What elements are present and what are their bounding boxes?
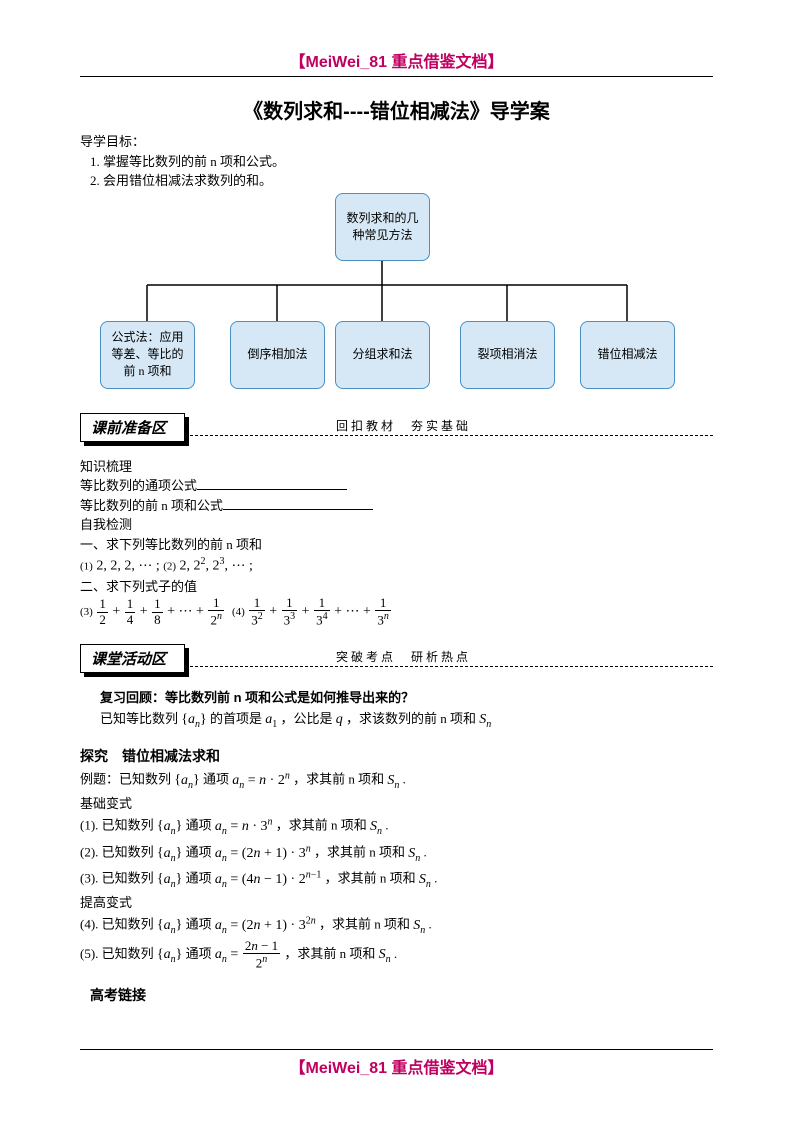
v3a: (3). 已知数列 bbox=[80, 871, 154, 886]
gaokao-label: 高考链接 bbox=[90, 985, 713, 1006]
methods-diagram: 数列求和的几种常见方法 公式法：应用等差、等比的前 n 项和 倒序相加法 分组求… bbox=[80, 193, 713, 403]
base-label: 基础变式 bbox=[80, 794, 713, 814]
v2a: (2). 已知数列 bbox=[80, 845, 154, 860]
var-2: (2). 已知数列 {an} 通项 an = (2n + 1) · 3n ，求其… bbox=[80, 840, 713, 866]
goals-label: 导学目标： bbox=[80, 132, 713, 152]
v1b: 通项 bbox=[186, 818, 212, 833]
page-title: 《数列求和----错位相减法》导学案 bbox=[80, 95, 713, 124]
var-1: (1). 已知数列 {an} 通项 an = n · 3n ，求其前 n 项和 … bbox=[80, 813, 713, 839]
footer-watermark: 【MeiWei_81 重点借鉴文档】 bbox=[80, 1049, 713, 1078]
review-label: 复习回顾：等比数列前 n 项和公式是如何推导出来的？ bbox=[100, 688, 713, 708]
pre-l4: 自我检测 bbox=[80, 515, 713, 535]
node-leaf-2: 分组求和法 bbox=[335, 321, 430, 389]
node-leaf-1: 倒序相加法 bbox=[230, 321, 325, 389]
node-leaf-4: 错位相减法 bbox=[580, 321, 675, 389]
v4a: (4). 已知数列 bbox=[80, 917, 154, 932]
node-leaf-3: 裂项相消法 bbox=[460, 321, 555, 389]
v5b: 通项 bbox=[186, 946, 212, 961]
pre-l1: 知识梳理 bbox=[80, 457, 713, 477]
v3b: 通项 bbox=[186, 871, 212, 886]
seq-line-1: (1) 2, 2, 2, ⋯ ; (2) 2, 22, 23, ⋯ ; bbox=[80, 554, 713, 577]
var-4: (4). 已知数列 {an} 通项 an = (2n + 1) · 32n ，求… bbox=[80, 912, 713, 938]
var-5: (5). 已知数列 {an} 通项 an = 2n − 12n ，求其前 n 项… bbox=[80, 939, 713, 971]
v2b: 通项 bbox=[186, 845, 212, 860]
explore-label: 探究 错位相减法求和 bbox=[80, 746, 713, 767]
section-class-banner: 课堂活动区 突破考点 研析热点 bbox=[80, 644, 713, 674]
section-class-title: 课堂活动区 bbox=[80, 644, 185, 673]
pre-l5: 一、求下列等比数列的前 n 项和 bbox=[80, 535, 713, 555]
goal-1: 1. 掌握等比数列的前 n 项和公式。 bbox=[90, 152, 713, 172]
blank-2 bbox=[223, 497, 373, 510]
v5a: (5). 已知数列 bbox=[80, 946, 154, 961]
goal-2: 2. 会用错位相减法求数列的和。 bbox=[90, 171, 713, 191]
ex-b: 通项 bbox=[203, 772, 229, 787]
v1a: (1). 已知数列 bbox=[80, 818, 154, 833]
review-d: ，求该数列的前 n 项和 bbox=[346, 711, 476, 726]
pre-l7: 二、求下列式子的值 bbox=[80, 577, 713, 597]
high-label: 提高变式 bbox=[80, 893, 713, 913]
pre-l2: 等比数列的通项公式 bbox=[80, 476, 713, 496]
header-watermark: 【MeiWei_81 重点借鉴文档】 bbox=[80, 48, 713, 77]
seq-line-2: (3) 12 + 14 + 18 + ⋯ + 12n (4) 132 + 133… bbox=[80, 596, 713, 628]
example-line: 例题：已知数列 {an} 通项 an = n · 2n ，求其前 n 项和 Sn… bbox=[80, 767, 713, 793]
review-b: 的首项是 bbox=[210, 711, 262, 726]
review-a: 已知等比数列 bbox=[100, 711, 178, 726]
section-pre-sub: 回扣教材 夯实基础 bbox=[330, 417, 477, 434]
review-c: ，公比是 bbox=[281, 711, 333, 726]
var-3: (3). 已知数列 {an} 通项 an = (4n − 1) · 2n−1 ，… bbox=[80, 866, 713, 892]
pre-l2-text: 等比数列的通项公式 bbox=[80, 478, 197, 493]
node-root: 数列求和的几种常见方法 bbox=[335, 193, 430, 261]
pre-l3: 等比数列的前 n 项和公式 bbox=[80, 496, 713, 516]
blank-1 bbox=[197, 477, 347, 490]
section-pre-banner: 课前准备区 回扣教材 夯实基础 bbox=[80, 413, 713, 443]
node-leaf-0: 公式法：应用等差、等比的前 n 项和 bbox=[100, 321, 195, 389]
section-class-sub: 突破考点 研析热点 bbox=[330, 648, 477, 665]
section-pre-title: 课前准备区 bbox=[80, 413, 185, 442]
ex-a: 例题：已知数列 bbox=[80, 772, 171, 787]
review-body: 已知等比数列 {an} 的首项是 a1 ，公比是 q ，求该数列的前 n 项和 … bbox=[100, 708, 713, 733]
pre-l3-text: 等比数列的前 n 项和公式 bbox=[80, 498, 223, 513]
v1c: ，求其前 n 项和 bbox=[276, 818, 367, 833]
ex-c: ，求其前 n 项和 bbox=[293, 772, 384, 787]
v4b: 通项 bbox=[186, 917, 212, 932]
